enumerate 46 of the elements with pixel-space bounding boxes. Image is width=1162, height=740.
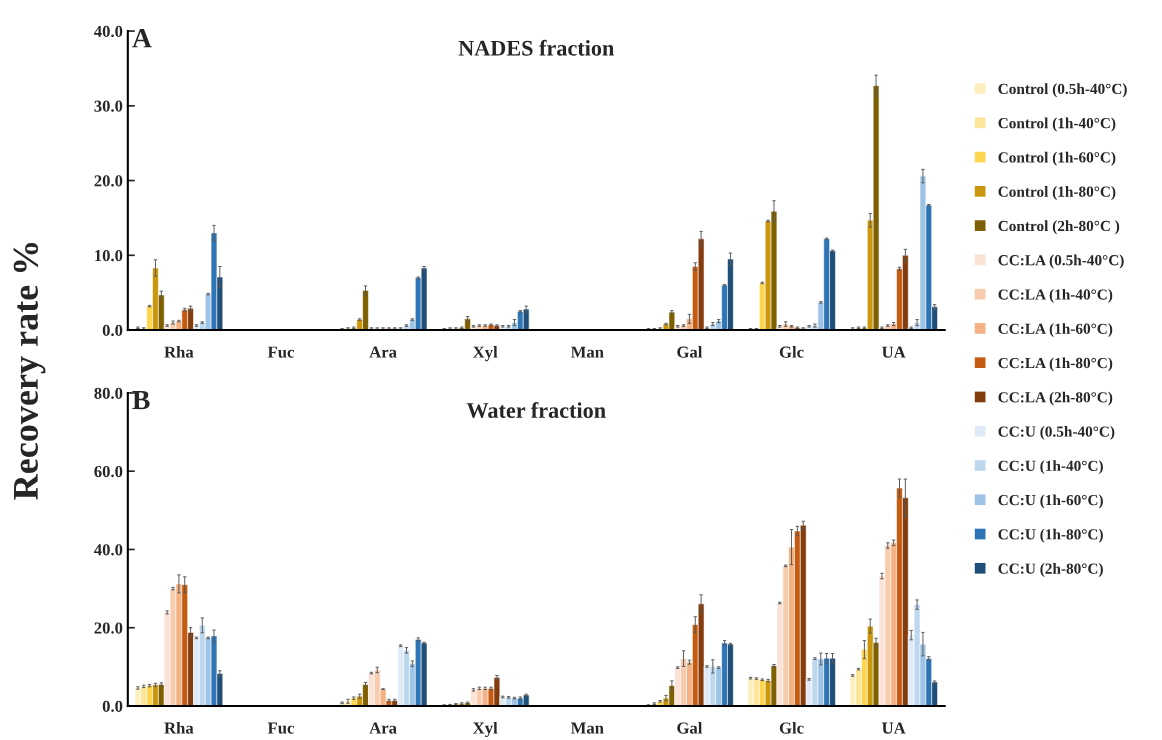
x-tick-label: UA	[882, 346, 906, 358]
legend-label: CC:LA (2h-80°C)	[998, 391, 1113, 406]
x-tick-label: Man	[570, 722, 604, 734]
legend-label: CC:LA (1h-60°C)	[998, 323, 1113, 338]
y-tick-label: 40.0	[94, 25, 123, 38]
y-tick-label: 0.0	[102, 700, 123, 712]
legend-label: Control (2h-80°C )	[998, 220, 1120, 235]
legend-label: CC:U (0.5h-40°C)	[998, 425, 1115, 440]
y-tick-label: 80.0	[94, 387, 123, 399]
annotation: B	[132, 390, 150, 410]
legend-label: CC:U (1h-60°C)	[998, 494, 1103, 509]
y-tick-label: 30.0	[94, 100, 123, 112]
x-tick-label: Fuc	[267, 722, 294, 734]
x-tick-label: Xyl	[473, 346, 498, 362]
legend-label: CC:LA (0.5h-40°C)	[998, 254, 1124, 269]
legend-label: Control (1h-80°C)	[998, 186, 1116, 200]
chart-title: NADES fraction	[458, 39, 615, 56]
y-tick-label: 60.0	[94, 465, 123, 478]
x-tick-label: Glc	[779, 346, 804, 358]
y-tick-label: 0.0	[102, 324, 123, 337]
x-tick-label: Rha	[164, 721, 194, 734]
y-tick-label: 20.0	[94, 175, 123, 187]
legend-label: CC:U (1h-80°C)	[998, 528, 1103, 543]
x-tick-label: Ara	[369, 346, 397, 358]
x-tick-label: Gal	[677, 346, 703, 358]
x-tick-label: Xyl	[473, 721, 498, 738]
x-tick-label: Man	[570, 346, 604, 358]
legend-label: CC:U (2h-80°C)	[998, 563, 1103, 577]
legend-label: Control (0.5h-40°C)	[998, 83, 1127, 98]
legend-label: Control (1h-40°C)	[998, 117, 1116, 132]
y-tick-label: 10.0	[95, 250, 123, 262]
chart-title: Water fraction	[466, 402, 606, 419]
x-tick-label: UA	[882, 722, 906, 734]
legend-label: Control (1h-60°C)	[998, 151, 1116, 166]
x-tick-label: Glc	[779, 721, 804, 734]
x-tick-label: Ara	[369, 722, 397, 734]
legend-label: CC:LA (1h-80°C)	[998, 357, 1113, 372]
legend-label: CC:U (1h-40°C)	[998, 460, 1103, 475]
y-axis-title: Recovery rate %	[13, 243, 46, 500]
legend-label: CC:LA (1h-40°C)	[998, 288, 1113, 303]
x-tick-label: Gal	[677, 721, 703, 734]
annotation: A	[132, 29, 152, 48]
x-tick-label: Fuc	[267, 346, 294, 358]
y-tick-label: 20.0	[94, 622, 123, 634]
y-tick-label: 40.0	[94, 544, 123, 556]
x-tick-label: Rha	[164, 346, 194, 358]
